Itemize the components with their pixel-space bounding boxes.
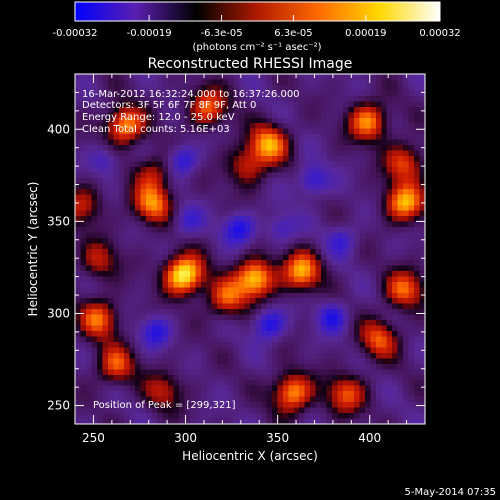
- annotation-energy: Energy Range: 12.0 - 25.0 keV: [82, 112, 235, 123]
- colorbar-tick-label: 0.00032: [419, 28, 460, 39]
- annotation-peak: Position of Peak = [299,321]: [93, 400, 236, 411]
- y-tick-label: 350: [47, 214, 70, 228]
- plot-frame: [74, 73, 426, 425]
- colorbar-gradient: [74, 1, 441, 22]
- colorbar-tick-label: 0.00019: [345, 28, 386, 39]
- x-tick-label: 300: [174, 431, 197, 445]
- heatmap-raster: [75, 74, 425, 424]
- annotation-time: 16-Mar-2012 16:32:24.000 to 16:37:26.000: [82, 89, 300, 100]
- axis-ticks: 250 300 350 400 250 300 350 400: [47, 73, 426, 445]
- y-axis-label: Heliocentric Y (arcsec): [26, 182, 40, 317]
- colorbar-tick-label: -0.00019: [127, 28, 172, 39]
- y-tick-label: 400: [47, 122, 70, 136]
- footer-date: 5-May-2014 07:35: [404, 487, 496, 498]
- colorbar-tick-label: 6.3e-05: [274, 28, 312, 39]
- y-tick-label: 250: [47, 399, 70, 413]
- y-tick-label: 300: [47, 306, 70, 320]
- x-axis-label: Heliocentric X (arcsec): [182, 449, 318, 463]
- annotations: 16-Mar-2012 16:32:24.000 to 16:37:26.000…: [82, 89, 300, 411]
- x-tick-label: 400: [358, 431, 381, 445]
- colorbar-units: (photons cm⁻² s⁻¹ asec⁻²): [192, 42, 321, 53]
- x-tick-label: 350: [266, 431, 289, 445]
- chart-title: Reconstructed RHESSI Image: [148, 56, 353, 72]
- colorbar-tick-label: -0.00032: [53, 28, 98, 39]
- annotation-detectors: Detectors: 3F 5F 6F 7F 8F 9F, Att 0: [82, 100, 256, 111]
- colorbar: -0.00032 -0.00019 -6.3e-05 6.3e-05 0.00019 0.…: [53, 1, 461, 53]
- x-tick-label: 250: [82, 431, 105, 445]
- annotation-clean: Clean Total counts: 5.16E+03: [82, 124, 230, 135]
- heatmap-image: [75, 74, 425, 424]
- colorbar-tick-label: -6.3e-05: [201, 28, 243, 39]
